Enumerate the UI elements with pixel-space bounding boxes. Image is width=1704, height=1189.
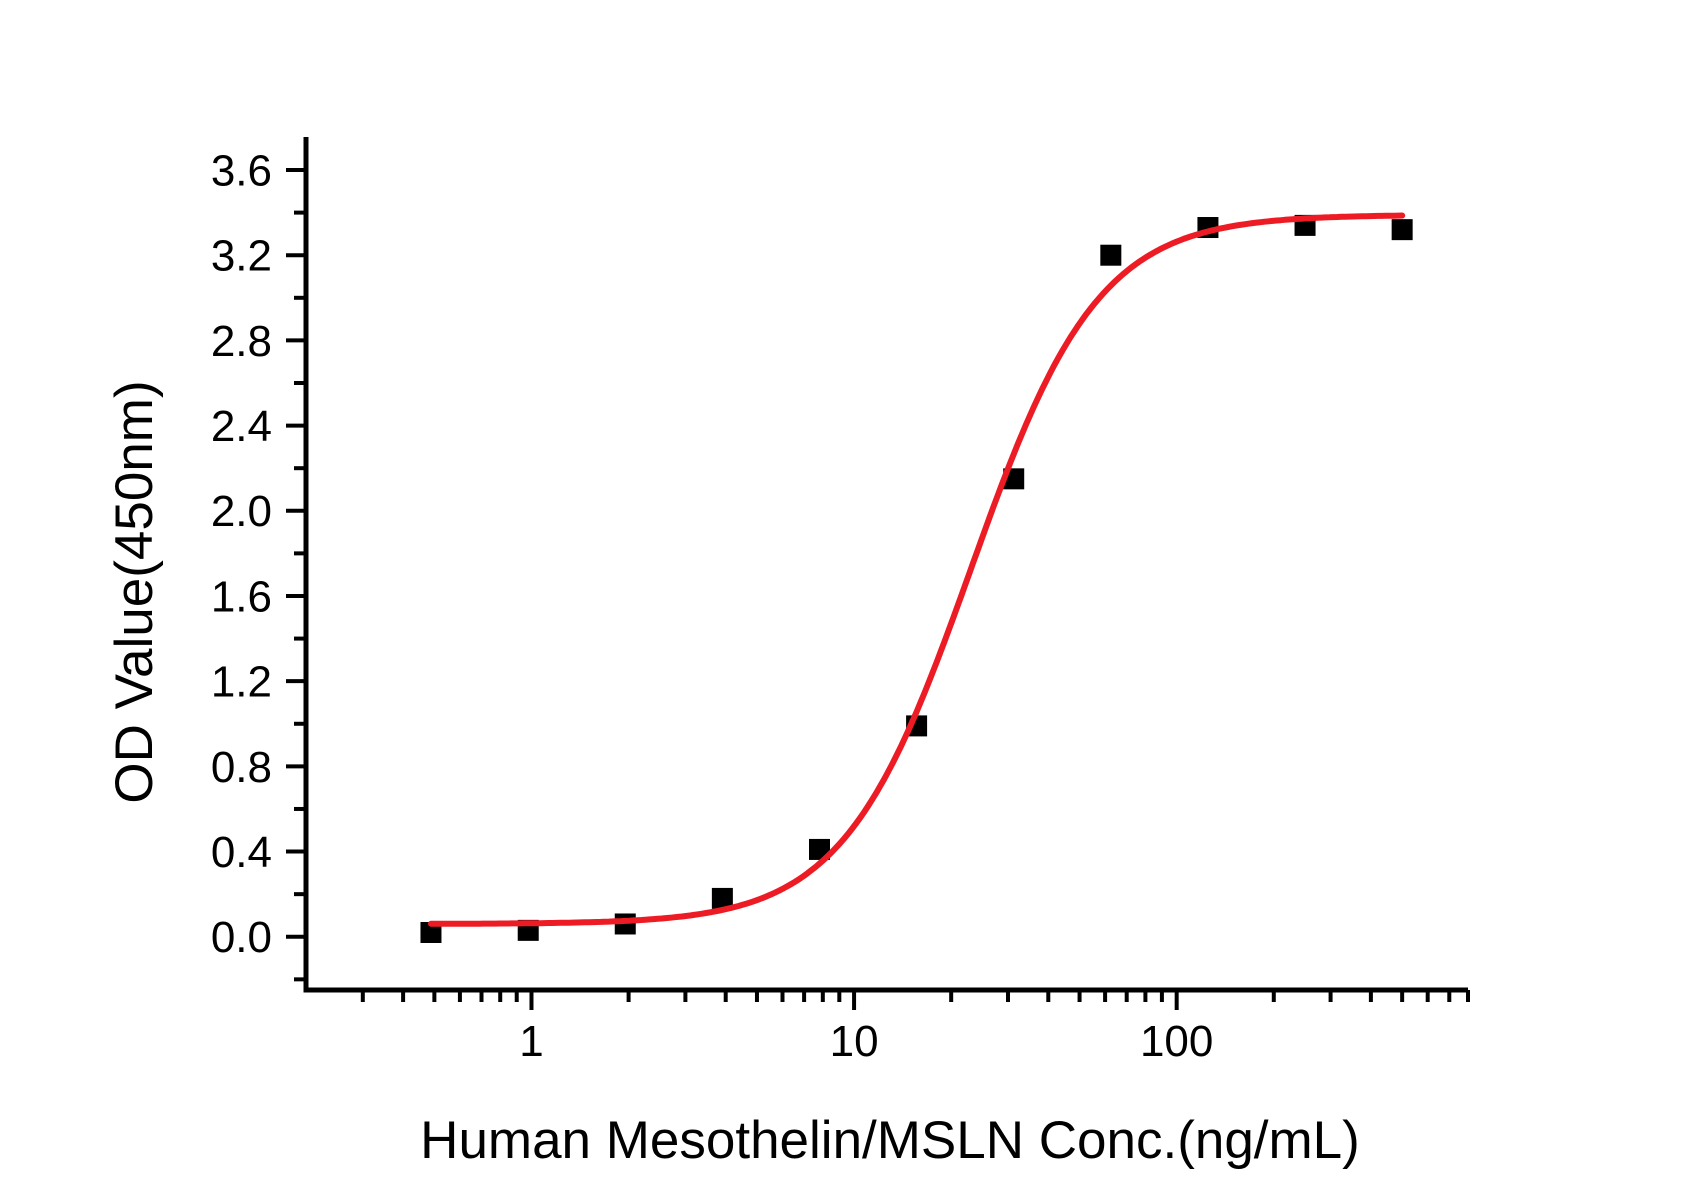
y-tick-label: 0.0: [211, 913, 272, 962]
x-tick-label: 100: [1140, 1017, 1213, 1066]
y-tick-label: 1.2: [211, 658, 272, 707]
y-tick-label: 0.8: [211, 743, 272, 792]
y-tick-label: 0.4: [211, 828, 272, 877]
x-tick-label: 1: [519, 1017, 543, 1066]
y-tick-label: 2.8: [211, 317, 272, 366]
data-point-marker: [420, 921, 442, 943]
plot-area: 0.0 0.4 0.8 1.2 1.6 2.0 2.4 2.8 3.2 3.6 1 10 100: [211, 137, 1470, 1066]
x-tick-label: 10: [830, 1017, 879, 1066]
fit-curve: [428, 212, 1406, 927]
data-point-marker: [1391, 219, 1413, 241]
y-tick-label: 2.4: [211, 402, 272, 451]
data-point-marker: [711, 887, 733, 909]
y-tick-label: 3.2: [211, 232, 272, 281]
y-tick-label: 1.6: [211, 572, 272, 621]
y-tick-label: 2.0: [211, 487, 272, 536]
x-axis-title: Human Mesothelin/MSLN Conc.(ng/mL): [420, 1111, 1360, 1170]
data-point-marker: [1100, 244, 1122, 266]
data-point-marker: [808, 838, 830, 860]
y-axis-title: OD Value(450nm): [105, 380, 164, 803]
axes-lines: [303, 137, 1468, 993]
y-tick-label: 3.6: [211, 146, 272, 195]
